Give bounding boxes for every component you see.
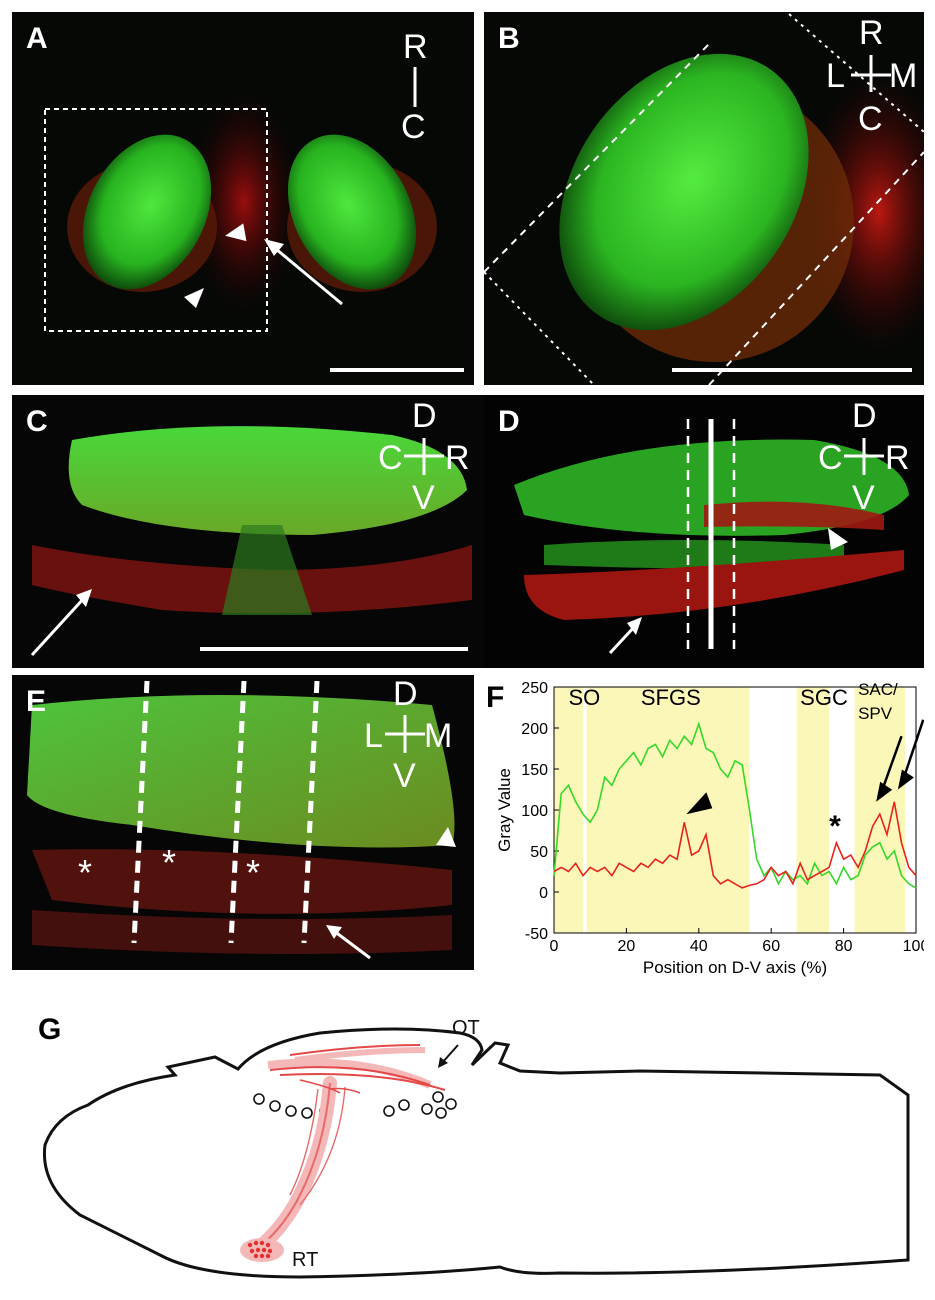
orientation-caudal: C <box>858 100 883 138</box>
panel-b-label: B <box>498 22 520 55</box>
layer-label: SAC/ <box>858 680 898 699</box>
orientation-medial: M <box>424 717 453 755</box>
panel-d: D D C R V <box>484 395 924 668</box>
orientation-ventral: V <box>393 757 416 795</box>
panel-e-label: E <box>26 685 47 718</box>
orientation-caudal: C <box>378 439 403 477</box>
y-tick-label: 0 <box>539 885 548 902</box>
x-tick-label: 80 <box>835 938 853 955</box>
orientation-dorsal: D <box>852 397 877 435</box>
orientation-rostral: R <box>859 14 884 52</box>
layer-label: SGC <box>800 685 848 710</box>
peak-arrow-1-head <box>876 781 893 802</box>
panel-f: F 250200150100500-50020406080100Position… <box>484 675 924 995</box>
panel-a-label: A <box>26 22 48 55</box>
asterisk-1: * <box>78 852 93 893</box>
series-line-red <box>553 801 917 889</box>
orientation-caudal: C <box>818 439 843 477</box>
brain-outline <box>42 1027 910 1279</box>
y-tick-label: -50 <box>525 926 548 943</box>
layer-label: SFGS <box>641 685 701 710</box>
panel-c-label: C <box>26 405 48 438</box>
panel-e-image <box>12 675 474 970</box>
panel-d-label: D <box>498 405 520 438</box>
layer-band <box>586 687 750 933</box>
x-tick-label: 20 <box>618 938 636 955</box>
panel-f-label: F <box>486 681 505 714</box>
panel-a: A R C <box>12 12 474 385</box>
y-tick-label: 100 <box>521 803 548 820</box>
orientation-dorsal: D <box>412 397 437 435</box>
ot-label: OT <box>452 1017 480 1039</box>
x-tick-label: 40 <box>690 938 708 955</box>
orientation-rostral: R <box>885 439 910 477</box>
series-line-green <box>553 721 917 889</box>
peak-asterisk: * <box>829 810 841 843</box>
orientation-ventral: V <box>412 479 435 517</box>
rt-label: RT <box>292 1249 319 1271</box>
y-tick-label: 50 <box>530 844 548 861</box>
layer-band <box>854 687 906 933</box>
layer-label: SO <box>568 685 600 710</box>
panel-g-label: G <box>38 1013 62 1046</box>
panel-b: B R L M C <box>484 12 924 385</box>
x-tick-label: 60 <box>762 938 780 955</box>
brain-diagram <box>42 1027 910 1279</box>
orientation-rostral: R <box>403 28 428 66</box>
orientation-lateral: L <box>364 717 383 755</box>
panel-b-image <box>484 12 924 385</box>
orientation-ventral: V <box>852 479 875 517</box>
orientation-rostral: R <box>445 439 470 477</box>
asterisk-3: * <box>246 852 261 893</box>
x-tick-label: 100 <box>903 938 924 955</box>
layer-label: SPV <box>858 704 893 723</box>
panel-d-image <box>484 395 924 668</box>
panel-c-image <box>12 395 484 668</box>
layer-band <box>796 687 830 933</box>
peak-arrowhead <box>686 792 713 815</box>
panel-c: C D C R V <box>12 395 484 668</box>
panel-a-image <box>12 12 474 385</box>
peak-arrow-2-head <box>897 769 914 790</box>
panel-e: E D L M V * * * <box>12 675 474 970</box>
y-tick-label: 150 <box>521 762 548 779</box>
panel-g: G OT RT <box>0 1005 935 1300</box>
orientation-caudal: C <box>401 108 426 146</box>
x-tick-label: 0 <box>550 938 559 955</box>
asterisk-2: * <box>162 842 177 883</box>
y-tick-label: 250 <box>521 680 548 697</box>
orientation-medial: M <box>889 57 918 95</box>
x-axis-label: Position on D-V axis (%) <box>643 958 827 977</box>
y-axis-label: Gray Value <box>495 768 514 852</box>
orientation-lateral: L <box>826 57 845 95</box>
orientation-dorsal: D <box>393 675 418 713</box>
y-tick-label: 200 <box>521 721 548 738</box>
